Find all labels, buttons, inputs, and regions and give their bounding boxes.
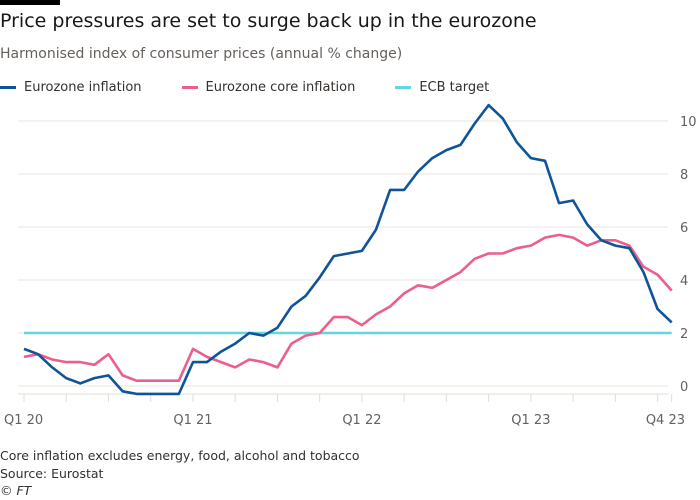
y-tick-label: 2 bbox=[680, 327, 688, 342]
ft-brand-bar bbox=[0, 0, 60, 5]
plot-area: 0 2 4 6 8 10 Q1 20 Q1 21 Q1 22 Q1 23 Q4 23 bbox=[4, 103, 697, 428]
y-tick-label: 4 bbox=[680, 274, 688, 289]
legend-label: Eurozone core inflation bbox=[205, 80, 356, 95]
legend-item-eurozone-inflation: Eurozone inflation bbox=[0, 80, 142, 95]
y-tick-label: 8 bbox=[680, 168, 688, 183]
legend: Eurozone inflation Eurozone core inflati… bbox=[0, 80, 529, 95]
legend-swatch bbox=[181, 86, 198, 89]
x-tick-label: Q1 23 bbox=[511, 413, 550, 428]
footnote: Core inflation excludes energy, food, al… bbox=[0, 448, 360, 463]
chart-title: Price pressures are set to surge back up… bbox=[0, 10, 537, 32]
legend-label: Eurozone inflation bbox=[24, 80, 142, 95]
legend-item-core-inflation: Eurozone core inflation bbox=[181, 80, 356, 95]
legend-swatch bbox=[395, 86, 412, 89]
x-tick-label: Q1 21 bbox=[173, 413, 212, 428]
legend-label: ECB target bbox=[419, 80, 490, 95]
series-line-eurozone-core-inflation bbox=[23, 233, 673, 382]
legend-swatch bbox=[0, 86, 16, 89]
x-tick-label: Q1 20 bbox=[4, 413, 43, 428]
source: Source: Eurostat bbox=[0, 466, 104, 481]
y-tick-label: 6 bbox=[680, 221, 688, 236]
y-tick-label: 10 bbox=[680, 115, 697, 130]
legend-item-ecb-target: ECB target bbox=[395, 80, 489, 95]
series-line-eurozone-inflation bbox=[23, 103, 673, 396]
x-tick-label: Q4 23 bbox=[646, 413, 685, 428]
x-tick-label: Q1 22 bbox=[342, 413, 381, 428]
y-tick-label: 0 bbox=[680, 380, 688, 395]
chart-subtitle: Harmonised index of consumer prices (ann… bbox=[0, 46, 403, 62]
credit: © FT bbox=[0, 483, 32, 498]
